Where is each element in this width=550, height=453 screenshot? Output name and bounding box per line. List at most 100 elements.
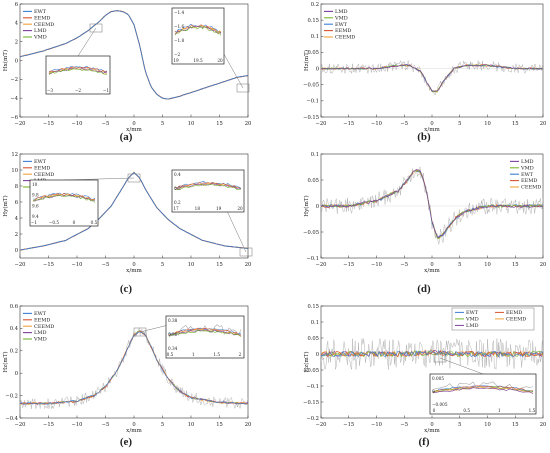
legend-entry: EEMD (34, 317, 50, 323)
panel-caption: (d) (417, 283, 431, 295)
y-tick-label: 0 (15, 371, 18, 377)
x-tick-label: −15 (43, 262, 54, 268)
legend-entry: LMD (34, 330, 46, 336)
x-tick-label: −20 (316, 422, 327, 428)
x-tick-label: 10 (188, 422, 195, 428)
y-tick-label: 0.1 (311, 152, 319, 158)
legend-entry: CEEMD (521, 185, 541, 191)
inset-x-tick-label: 18 (195, 206, 201, 211)
y-tick-label: 0.2 (311, 2, 319, 8)
zoom-region (236, 83, 250, 93)
inset-x-tick-label: 0 (433, 408, 436, 413)
y-tick-label: 0 (316, 352, 319, 358)
zoom-region (133, 327, 147, 337)
x-tick-label: 10 (484, 422, 491, 428)
y-tick-label: −0.2 (5, 393, 18, 399)
y-tick-label: −0.2 (306, 416, 319, 422)
inset-connector (77, 27, 97, 57)
inset-series (174, 25, 222, 35)
inset-y-tick-label: 9.6 (32, 203, 39, 208)
x-tick-label: 20 (245, 422, 252, 428)
inset-x-tick-label: −3 (47, 88, 54, 93)
x-tick-label: 5 (161, 121, 164, 127)
panel-caption: (e) (120, 436, 133, 448)
x-tick-label: −15 (343, 262, 354, 268)
zoom-region (127, 173, 141, 183)
inset-y-tick-label: 10 (32, 182, 38, 187)
x-tick-label: −5 (102, 262, 110, 268)
inset-y-tick-label: 0.3 (174, 186, 181, 191)
inset-series (432, 386, 534, 394)
inset-x-tick-label: −1 (103, 88, 110, 93)
legend-entry: CEEMD (34, 22, 54, 28)
inset-x-tick-label: −2 (75, 88, 82, 93)
inset-2: 17 18 19 20 0.4 0.3 0.2 (171, 169, 253, 257)
y-tick-label: −0.1 (306, 99, 319, 105)
y-tick-label: 0.05 (307, 50, 319, 56)
y-axis-label: Hz(mT) (2, 351, 9, 372)
inset-y-tick-label: 0 (432, 389, 435, 394)
panel-e: −20 −15 −10 −5 0 5 10 15 20 −0.4 −0.2 0 0.2 0.4 0.6 x/m… (2, 304, 251, 448)
inset-series (48, 68, 108, 75)
inset-1: −3 −2 −1 (45, 23, 111, 95)
x-tick-label: −15 (43, 121, 54, 127)
inset-series (168, 328, 242, 336)
panel-d: −20 −15 −10 −5 0 5 10 15 20 −0.1 −0.05 0 0.05 0.1 x/mm… (303, 152, 546, 295)
legend-entry: LMD (521, 159, 533, 165)
inset-y-tick-label: 0.2 (174, 200, 181, 205)
inset-2: 19 19.5 20 −1.4 −1.6 −1.8 −2 (171, 7, 250, 93)
y-axis-label: Hx(mT) (2, 50, 9, 71)
x-tick-label: 5 (458, 422, 461, 428)
legend-entry: LMD (335, 9, 347, 15)
inset-y-tick-label: −1.4 (174, 10, 185, 15)
legend-entry: EWT (335, 22, 348, 28)
inset-series (174, 181, 242, 189)
legend-entry: EWT (521, 172, 534, 178)
inset-frame (165, 315, 245, 359)
x-tick-label: −15 (343, 422, 354, 428)
x-tick-label: 10 (188, 121, 195, 127)
zoom-region (89, 23, 103, 33)
inset-x-tick-label: 19 (216, 206, 222, 211)
series-lmd (320, 349, 544, 358)
y-axis-label: Hz(mT) (303, 50, 310, 71)
x-tick-label: 0 (132, 422, 135, 428)
x-tick-label: −20 (15, 422, 26, 428)
y-tick-label: −4 (10, 96, 18, 102)
inset-x-tick-label: 1 (192, 352, 195, 357)
inset-1: 0.5 1 1.5 2 0.38 0.36 0.34 (133, 315, 245, 359)
inset-series (432, 387, 534, 394)
x-tick-label: −20 (15, 121, 26, 127)
legend-entry: EWT (34, 311, 47, 317)
x-tick-label: 20 (540, 121, 547, 127)
y-tick-label: −0.1 (306, 384, 319, 390)
y-tick-label: 0.05 (307, 336, 319, 342)
panel-caption: (b) (417, 131, 431, 143)
y-tick-label: 6 (15, 200, 18, 206)
x-tick-label: 15 (216, 262, 223, 268)
x-tick-label: −10 (371, 121, 382, 127)
series-ewt (19, 172, 249, 251)
inset-series (168, 327, 242, 334)
y-tick-label: 0.2 (10, 349, 18, 355)
y-tick-label: 0.1 (311, 34, 319, 40)
legend-entry: CEEMD (34, 324, 54, 330)
x-tick-label: −5 (400, 422, 408, 428)
inset-series (174, 25, 222, 36)
y-tick-label: 4 (15, 21, 19, 27)
inset-y-tick-label: −1.6 (174, 24, 185, 29)
x-axis-label: x/mm (424, 127, 440, 133)
series-lmd (320, 168, 544, 238)
x-tick-label: −15 (43, 422, 54, 428)
inset-y-tick-label: 9.8 (32, 193, 39, 198)
inset-series (174, 183, 242, 190)
inset-x-tick-label: 19 (173, 58, 179, 63)
inset-x-tick-label: 20 (217, 58, 223, 63)
x-tick-label: −5 (400, 121, 408, 127)
inset-connector (439, 357, 484, 375)
inset-x-tick-label: −0.5 (49, 220, 60, 225)
inset-y-tick-label: 0.36 (168, 332, 178, 337)
inset-x-tick-label: 0.5 (91, 220, 98, 225)
